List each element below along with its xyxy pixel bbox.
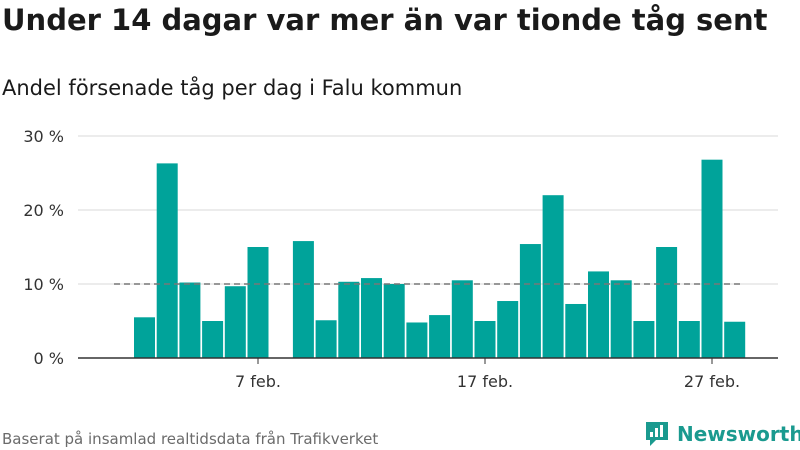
bar bbox=[338, 281, 360, 358]
x-tick-label: 27 feb. bbox=[684, 372, 740, 391]
bar bbox=[179, 282, 201, 358]
chart-subtitle: Andel försenade tåg per dag i Falu kommu… bbox=[2, 76, 463, 100]
chart-title: Under 14 dagar var mer än var tionde tåg… bbox=[2, 3, 768, 37]
bar bbox=[497, 301, 519, 358]
y-tick-label: 20 % bbox=[23, 201, 64, 220]
bar bbox=[724, 321, 746, 358]
bar bbox=[361, 278, 382, 358]
bar bbox=[383, 284, 405, 358]
bar bbox=[565, 303, 587, 358]
source-note: Baserat på insamlad realtidsdata från Tr… bbox=[2, 430, 379, 448]
bar bbox=[247, 247, 269, 358]
bar bbox=[451, 280, 473, 358]
bar bbox=[588, 271, 609, 358]
y-tick-label: 10 % bbox=[23, 275, 64, 294]
bar bbox=[701, 159, 723, 358]
bar bbox=[429, 315, 451, 358]
bar bbox=[202, 321, 224, 358]
bar bbox=[134, 317, 155, 358]
brand-name: Newsworthy bbox=[677, 422, 800, 446]
bar bbox=[406, 322, 428, 358]
bar bbox=[656, 247, 678, 358]
bar bbox=[292, 241, 314, 358]
brand-logo: Newsworthy bbox=[644, 420, 800, 448]
bar bbox=[474, 321, 496, 358]
x-tick-label: 7 feb. bbox=[235, 372, 281, 391]
bar bbox=[224, 286, 246, 358]
bar bbox=[315, 320, 337, 358]
y-tick-label: 0 % bbox=[34, 349, 64, 368]
bar bbox=[678, 321, 700, 358]
y-tick-label: 30 % bbox=[23, 127, 64, 146]
bar bbox=[633, 321, 655, 358]
bar bbox=[156, 163, 178, 358]
bar bbox=[610, 280, 632, 358]
newsworthy-logo-icon bbox=[646, 422, 668, 446]
x-tick-label: 17 feb. bbox=[457, 372, 513, 391]
bar bbox=[519, 244, 541, 358]
bar bbox=[542, 195, 564, 358]
